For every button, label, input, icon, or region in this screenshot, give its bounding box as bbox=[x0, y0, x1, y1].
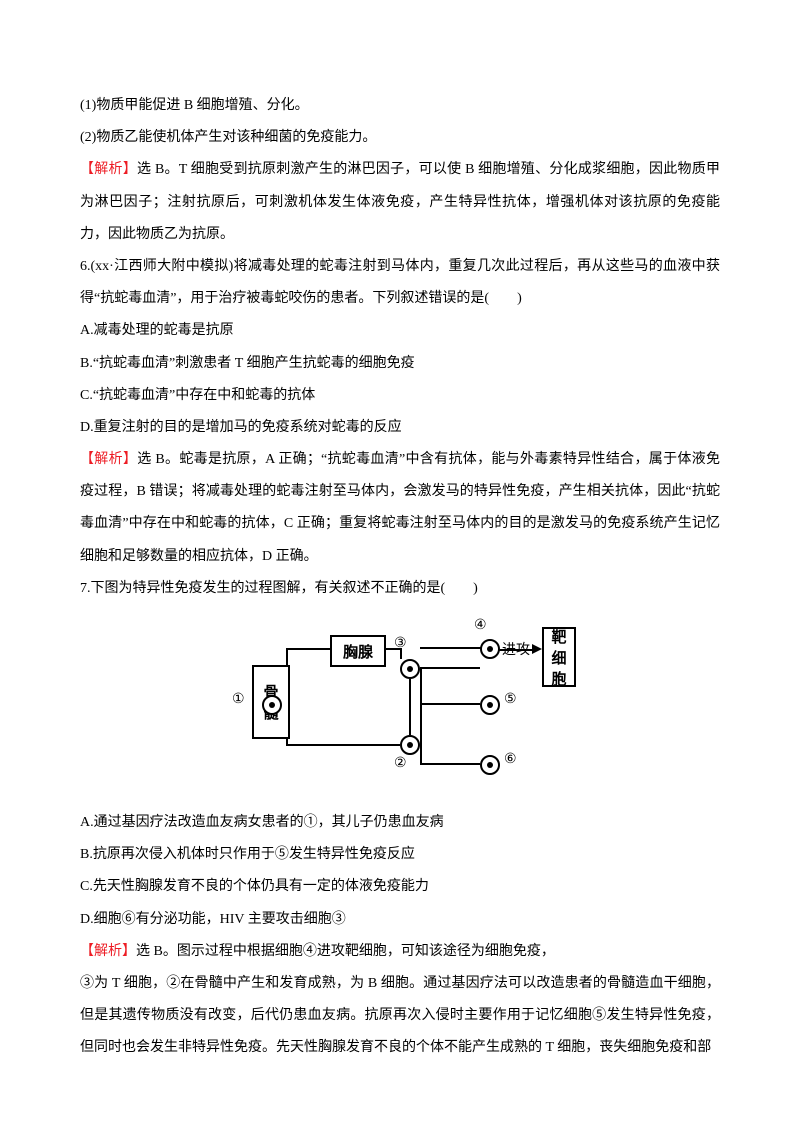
flow-node bbox=[480, 639, 500, 659]
flow-node bbox=[400, 735, 420, 755]
document-page: (1)物质甲能促进 B 细胞增殖、分化。 (2)物质乙能使机体产生对该种细菌的免疫… bbox=[0, 0, 800, 1132]
paragraph-text: C.“抗蛇毒血清”中存在中和蛇毒的抗体 bbox=[80, 388, 315, 403]
paragraph-text: D.细胞⑥有分泌功能，HIV 主要攻击细胞③ bbox=[80, 912, 346, 927]
arrow-icon bbox=[532, 644, 542, 654]
analysis-label: 【解析】 bbox=[80, 452, 137, 467]
paragraph: 【解析】选 B。图示过程中根据细胞④进攻靶细胞，可知该途径为细胞免疫， bbox=[80, 936, 720, 968]
flow-edge bbox=[420, 667, 480, 669]
paragraph-text: 7.下图为特异性免疫发生的过程图解，有关叙述不正确的是( ) bbox=[80, 581, 478, 596]
paragraph: A.减毒处理的蛇毒是抗原 bbox=[80, 315, 720, 347]
paragraph-text: ③为 T 细胞，②在骨髓中产生和发育成熟，为 B 细胞。通过基因疗法可以改造患者… bbox=[80, 976, 720, 1055]
flow-edge bbox=[286, 648, 330, 650]
paragraph-text: A.通过基因疗法改造血友病女患者的①，其儿子仍患血友病 bbox=[80, 815, 444, 830]
flow-edge bbox=[409, 679, 411, 735]
flow-node bbox=[480, 695, 500, 715]
paragraph: A.通过基因疗法改造血友病女患者的①，其儿子仍患血友病 bbox=[80, 807, 720, 839]
flow-box-target: 靶细胞 bbox=[542, 627, 576, 687]
paragraph-text: 选 B。蛇毒是抗原，A 正确；“抗蛇毒血清”中含有抗体，能与外毒素特异性结合，属… bbox=[80, 452, 720, 564]
flow-edge bbox=[286, 744, 400, 746]
paragraph-text: B.“抗蛇毒血清”刺激患者 T 细胞产生抗蛇毒的细胞免疫 bbox=[80, 356, 415, 371]
paragraph: ③为 T 细胞，②在骨髓中产生和发育成熟，为 B 细胞。通过基因疗法可以改造患者… bbox=[80, 968, 720, 1065]
flow-node bbox=[262, 695, 282, 715]
flow-edge bbox=[420, 743, 422, 763]
flow-label: ④ bbox=[474, 617, 487, 634]
diagram-container: 骨髓胸腺靶细胞①②③④⑤⑥进攻 bbox=[80, 605, 720, 807]
paragraph-text: 选 B。T 细胞受到抗原刺激产生的淋巴因子，可以使 B 细胞增殖、分化成浆细胞，… bbox=[80, 162, 720, 241]
paragraph-text: A.减毒处理的蛇毒是抗原 bbox=[80, 323, 234, 338]
paragraph-text: (1)物质甲能促进 B 细胞增殖、分化。 bbox=[80, 98, 309, 113]
paragraph: D.重复注射的目的是增加马的免疫系统对蛇毒的反应 bbox=[80, 412, 720, 444]
flow-node bbox=[480, 755, 500, 775]
flow-label: ⑤ bbox=[504, 691, 517, 708]
paragraph-text: 6.(xx·江西师大附中模拟)将减毒处理的蛇毒注射到马体内，重复几次此过程后，再… bbox=[80, 259, 720, 306]
paragraph: 【解析】选 B。T 细胞受到抗原刺激产生的淋巴因子，可以使 B 细胞增殖、分化成… bbox=[80, 154, 720, 251]
analysis-label: 【解析】 bbox=[80, 944, 136, 959]
paragraph: (1)物质甲能促进 B 细胞增殖、分化。 bbox=[80, 90, 720, 122]
paragraph: 【解析】选 B。蛇毒是抗原，A 正确；“抗蛇毒血清”中含有抗体，能与外毒素特异性… bbox=[80, 444, 720, 573]
paragraph: D.细胞⑥有分泌功能，HIV 主要攻击细胞③ bbox=[80, 904, 720, 936]
paragraph-text: C.先天性胸腺发育不良的个体仍具有一定的体液免疫能力 bbox=[80, 879, 429, 894]
flow-label: ⑥ bbox=[504, 751, 517, 768]
paragraph: (2)物质乙能使机体产生对该种细菌的免疫能力。 bbox=[80, 122, 720, 154]
flow-edge bbox=[420, 647, 480, 649]
paragraph: B.“抗蛇毒血清”刺激患者 T 细胞产生抗蛇毒的细胞免疫 bbox=[80, 348, 720, 380]
paragraph: 7.下图为特异性免疫发生的过程图解，有关叙述不正确的是( ) bbox=[80, 573, 720, 605]
paragraph: C.“抗蛇毒血清”中存在中和蛇毒的抗体 bbox=[80, 380, 720, 412]
flow-edge bbox=[420, 763, 480, 765]
immune-flowchart: 骨髓胸腺靶细胞①②③④⑤⑥进攻 bbox=[220, 617, 580, 787]
flow-box-thymus: 胸腺 bbox=[330, 635, 386, 667]
flow-label: 进攻 bbox=[502, 639, 530, 659]
flow-edge bbox=[286, 648, 288, 666]
flow-label: ① bbox=[232, 691, 245, 708]
paragraph-text: D.重复注射的目的是增加马的免疫系统对蛇毒的反应 bbox=[80, 420, 402, 435]
analysis-label: 【解析】 bbox=[80, 162, 137, 177]
paragraph: B.抗原再次侵入机体时只作用于⑤发生特异性免疫反应 bbox=[80, 839, 720, 871]
flow-edge bbox=[420, 667, 422, 745]
paragraph: 6.(xx·江西师大附中模拟)将减毒处理的蛇毒注射到马体内，重复几次此过程后，再… bbox=[80, 251, 720, 315]
paragraph: C.先天性胸腺发育不良的个体仍具有一定的体液免疫能力 bbox=[80, 871, 720, 903]
paragraph-text: B.抗原再次侵入机体时只作用于⑤发生特异性免疫反应 bbox=[80, 847, 415, 862]
text-block-top: (1)物质甲能促进 B 细胞增殖、分化。 (2)物质乙能使机体产生对该种细菌的免疫… bbox=[80, 90, 720, 605]
flow-label: ③ bbox=[394, 635, 407, 652]
text-block-bottom: A.通过基因疗法改造血友病女患者的①，其儿子仍患血友病 B.抗原再次侵入机体时只作… bbox=[80, 807, 720, 1065]
flow-edge bbox=[420, 703, 480, 705]
flow-node bbox=[400, 659, 420, 679]
paragraph-text: (2)物质乙能使机体产生对该种细菌的免疫能力。 bbox=[80, 130, 376, 145]
paragraph-text: 选 B。图示过程中根据细胞④进攻靶细胞，可知该途径为细胞免疫， bbox=[136, 944, 555, 959]
flow-label: ② bbox=[394, 755, 407, 772]
